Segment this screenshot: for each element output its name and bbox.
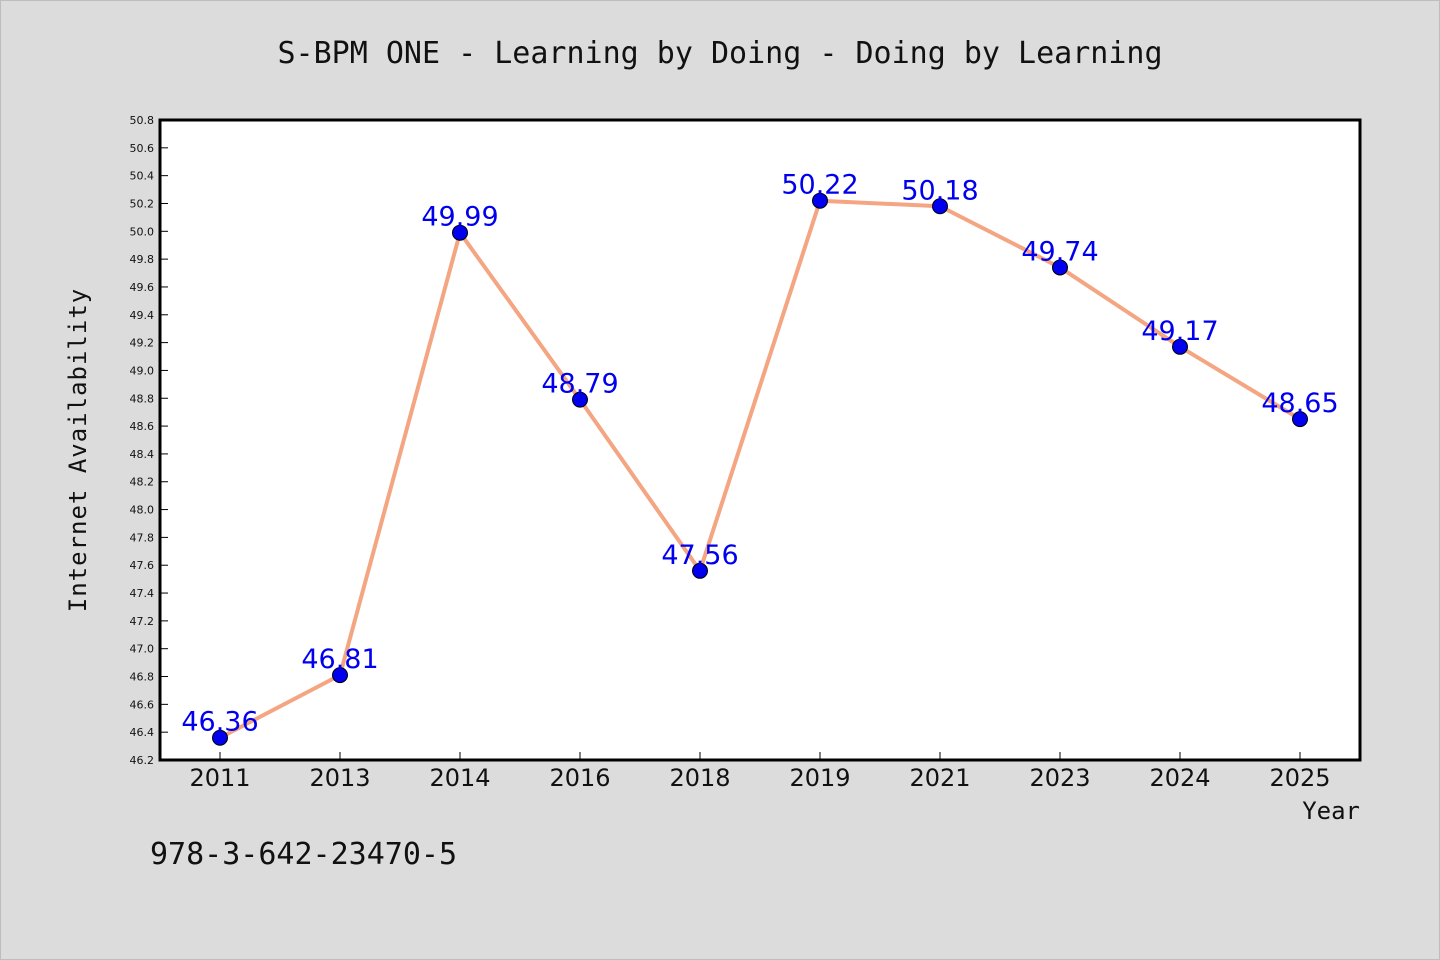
data-point bbox=[212, 729, 228, 746]
y-tick-label: 48.8 bbox=[130, 392, 155, 405]
y-tick-label: 50.0 bbox=[130, 225, 155, 238]
x-tick-label: 2013 bbox=[309, 764, 370, 792]
y-tick-label: 46.6 bbox=[130, 698, 155, 711]
y-tick-label: 46.4 bbox=[130, 726, 155, 739]
y-tick-label: 47.8 bbox=[130, 531, 155, 544]
series-line bbox=[218, 198, 1302, 740]
y-tick-label: 49.2 bbox=[130, 337, 155, 350]
y-tick-label: 48.0 bbox=[130, 504, 155, 517]
x-tick-label: 2024 bbox=[1149, 764, 1210, 792]
x-tick-label: 2023 bbox=[1029, 764, 1090, 792]
y-tick-label: 49.4 bbox=[130, 309, 155, 322]
y-tick-label: 47.6 bbox=[130, 559, 155, 572]
data-label: 46.36 bbox=[181, 707, 258, 738]
data-label: 49.17 bbox=[1141, 316, 1218, 347]
data-point bbox=[932, 198, 948, 215]
data-point bbox=[812, 192, 828, 209]
data-label: 50.18 bbox=[901, 175, 978, 206]
plot-frame bbox=[158, 118, 1362, 762]
y-axis-ticks: 46.2 46.4 46.6 46.8 47.0 47.2 47.4 47.6 47.8 48.0… bbox=[130, 114, 168, 767]
y-tick-label: 49.0 bbox=[130, 364, 155, 377]
y-tick-label: 50.2 bbox=[130, 197, 155, 210]
data-point bbox=[1052, 259, 1068, 276]
data-point bbox=[1292, 411, 1308, 428]
y-tick-label: 47.0 bbox=[130, 643, 155, 656]
data-label: 48.79 bbox=[541, 369, 618, 400]
data-label: 49.99 bbox=[421, 202, 498, 233]
data-label: 50.22 bbox=[781, 170, 858, 201]
data-point bbox=[452, 224, 468, 241]
x-tick-label: 2021 bbox=[909, 764, 970, 792]
y-tick-label: 49.8 bbox=[130, 253, 155, 266]
y-tick-label: 50.6 bbox=[130, 142, 155, 155]
y-axis-label: Internet Availability bbox=[64, 288, 92, 612]
x-tick-label: 2019 bbox=[789, 764, 850, 792]
x-axis-ticks: 2011 2013 2014 2016 2018 2019 2021 2023 2024 2025 bbox=[189, 752, 1331, 792]
data-point bbox=[1172, 338, 1188, 355]
isbn-annotation: 978-3-642-23470-5 bbox=[150, 837, 457, 872]
data-point bbox=[332, 667, 348, 684]
y-tick-label: 50.8 bbox=[130, 114, 155, 127]
y-tick-label: 49.6 bbox=[130, 281, 155, 294]
data-point bbox=[692, 562, 708, 579]
data-labels: 46.36 46.81 49.99 48.79 47.56 50.22 50.18 49.74… bbox=[181, 170, 1338, 738]
y-tick-label: 50.4 bbox=[130, 170, 155, 183]
y-tick-label: 46.2 bbox=[130, 754, 155, 767]
y-tick-label: 47.2 bbox=[130, 615, 155, 628]
y-tick-label: 48.2 bbox=[130, 476, 155, 489]
x-tick-label: 2011 bbox=[189, 764, 250, 792]
data-label: 48.65 bbox=[1261, 388, 1338, 419]
x-tick-label: 2016 bbox=[549, 764, 610, 792]
y-tick-label: 48.4 bbox=[130, 448, 155, 461]
data-label: 49.74 bbox=[1021, 236, 1098, 267]
x-tick-label: 2014 bbox=[429, 764, 490, 792]
y-tick-label: 46.8 bbox=[130, 671, 155, 684]
data-label: 46.81 bbox=[301, 644, 378, 675]
y-tick-label: 48.6 bbox=[130, 420, 155, 433]
plot-area bbox=[160, 120, 1360, 760]
x-tick-label: 2018 bbox=[669, 764, 730, 792]
data-markers bbox=[212, 192, 1308, 746]
chart-title: S-BPM ONE - Learning by Doing - Doing by… bbox=[277, 36, 1162, 71]
data-point bbox=[572, 391, 588, 408]
series-line-group bbox=[218, 198, 1302, 740]
x-tick-label: 2025 bbox=[1269, 764, 1330, 792]
y-tick-label: 47.4 bbox=[130, 587, 155, 600]
x-axis-label: Year bbox=[1302, 797, 1360, 825]
data-label: 47.56 bbox=[661, 540, 738, 571]
